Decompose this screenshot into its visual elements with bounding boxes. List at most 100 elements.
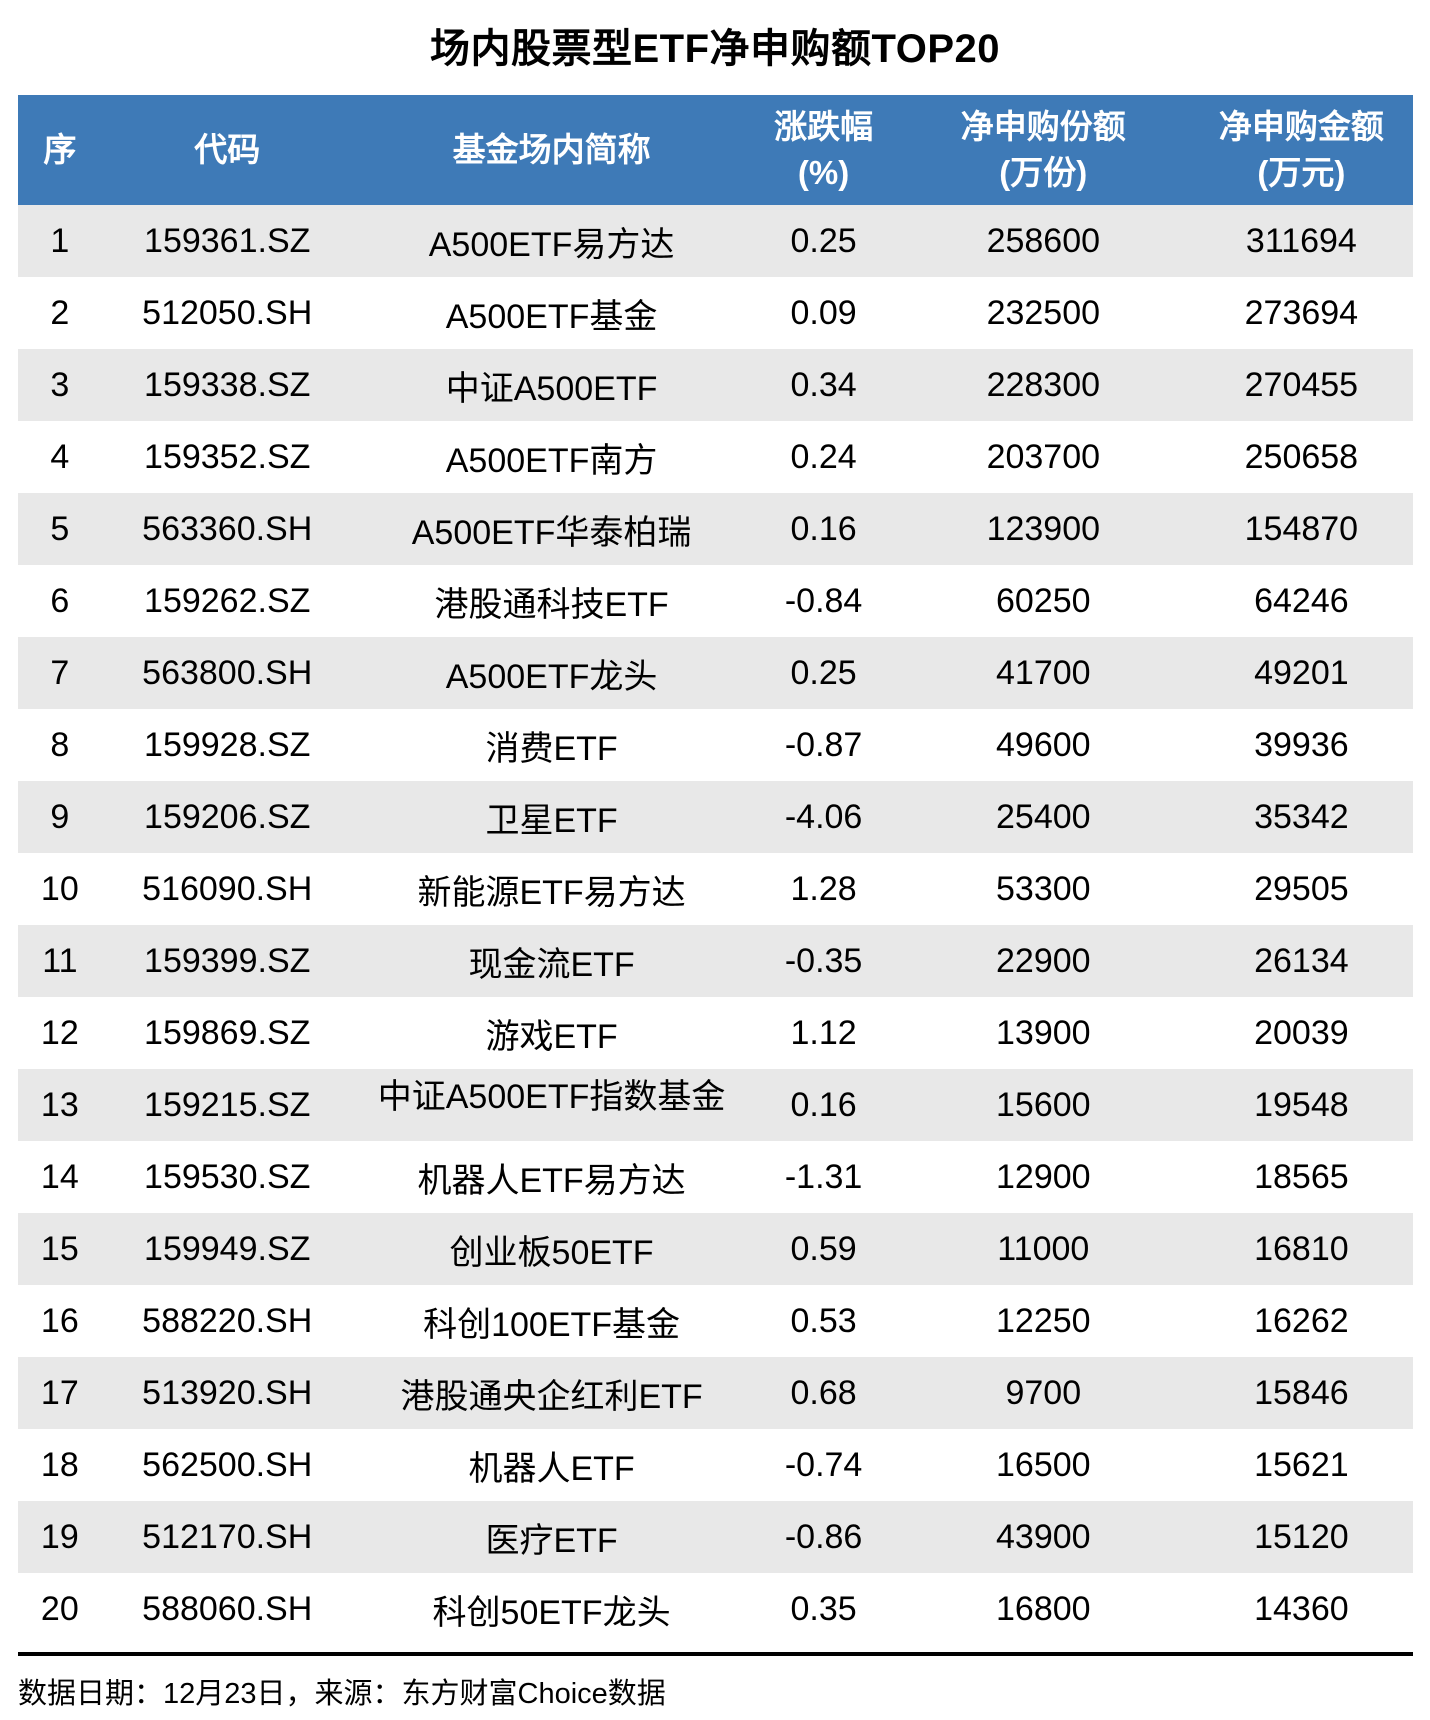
table-row: 7 563800.SH A500ETF龙头 0.25 41700 49201: [18, 637, 1413, 709]
net-subscription-amount-cell: 15621: [1189, 1429, 1413, 1501]
change-percent-cell: -1.31: [750, 1141, 897, 1213]
code-cell: 159928.SZ: [101, 709, 353, 781]
column-header: 涨跌幅 (%): [750, 95, 897, 205]
net-subscription-amount-cell: 16262: [1189, 1285, 1413, 1357]
code-cell: 159361.SZ: [101, 205, 353, 277]
net-subscription-amount-cell: 270455: [1189, 349, 1413, 421]
footer-divider-line: [18, 1652, 1413, 1656]
net-subscription-shares-cell: 228300: [896, 349, 1190, 421]
rank-cell: 14: [18, 1141, 102, 1213]
table-row: 17 513920.SH 港股通央企红利ETF 0.68 9700 15846: [18, 1357, 1413, 1429]
table-row: 9 159206.SZ 卫星ETF -4.06 25400 35342: [18, 781, 1413, 853]
code-cell: 159949.SZ: [101, 1213, 353, 1285]
net-subscription-amount-cell: 16810: [1189, 1213, 1413, 1285]
fund-name-cell: 科创50ETF龙头: [352, 1573, 751, 1645]
net-subscription-shares-cell: 15600: [896, 1069, 1190, 1141]
change-percent-cell: -0.35: [750, 925, 897, 997]
rank-cell: 19: [18, 1501, 102, 1573]
net-subscription-amount-cell: 64246: [1189, 565, 1413, 637]
fund-name-cell: 机器人ETF: [352, 1429, 751, 1501]
rank-cell: 1: [18, 205, 102, 277]
column-header: 净申购份额 (万份): [896, 95, 1190, 205]
net-subscription-amount-cell: 15120: [1189, 1501, 1413, 1573]
net-subscription-shares-cell: 258600: [896, 205, 1190, 277]
fund-name-cell: A500ETF基金: [352, 277, 751, 349]
change-percent-cell: 1.28: [750, 853, 897, 925]
code-cell: 159215.SZ: [101, 1069, 353, 1141]
code-cell: 159530.SZ: [101, 1141, 353, 1213]
rank-cell: 12: [18, 997, 102, 1069]
table-row: 14 159530.SZ 机器人ETF易方达 -1.31 12900 18565: [18, 1141, 1413, 1213]
change-percent-cell: 0.25: [750, 637, 897, 709]
change-percent-cell: 0.53: [750, 1285, 897, 1357]
column-header: 净申购金额 (万元): [1189, 95, 1413, 205]
net-subscription-shares-cell: 12250: [896, 1285, 1190, 1357]
net-subscription-shares-cell: 12900: [896, 1141, 1190, 1213]
code-cell: 159262.SZ: [101, 565, 353, 637]
page-title: 场内股票型ETF净申购额TOP20: [429, 27, 1001, 71]
fund-name-cell: 科创100ETF基金: [352, 1285, 751, 1357]
change-percent-cell: 0.24: [750, 421, 897, 493]
rank-cell: 7: [18, 637, 102, 709]
net-subscription-shares-cell: 41700: [896, 637, 1190, 709]
table-row: 16 588220.SH 科创100ETF基金 0.53 12250 16262: [18, 1285, 1413, 1357]
net-subscription-amount-cell: 26134: [1189, 925, 1413, 997]
column-header: 代码: [101, 95, 353, 205]
net-subscription-shares-cell: 11000: [896, 1213, 1190, 1285]
net-subscription-shares-cell: 16500: [896, 1429, 1190, 1501]
net-subscription-shares-cell: 203700: [896, 421, 1190, 493]
change-percent-cell: -0.86: [750, 1501, 897, 1573]
table-row: 19 512170.SH 医疗ETF -0.86 43900 15120: [18, 1501, 1413, 1573]
change-percent-cell: 0.34: [750, 349, 897, 421]
rank-cell: 9: [18, 781, 102, 853]
rank-cell: 6: [18, 565, 102, 637]
fund-name-cell: 机器人ETF易方达: [352, 1141, 751, 1213]
fund-name-cell: 创业板50ETF: [352, 1213, 751, 1285]
table-row: 1 159361.SZ A500ETF易方达 0.25 258600 31169…: [18, 205, 1413, 277]
net-subscription-shares-cell: 9700: [896, 1357, 1190, 1429]
change-percent-cell: -4.06: [750, 781, 897, 853]
net-subscription-amount-cell: 154870: [1189, 493, 1413, 565]
net-subscription-shares-cell: 16800: [896, 1573, 1190, 1645]
rank-cell: 3: [18, 349, 102, 421]
net-subscription-shares-cell: 60250: [896, 565, 1190, 637]
net-subscription-amount-cell: 18565: [1189, 1141, 1413, 1213]
net-subscription-shares-cell: 123900: [896, 493, 1190, 565]
etf-top20-table: 序 代码 基金场内简称 涨跌幅 (%) 净申购份额 (万份) 净申购金额 (万元…: [18, 95, 1413, 1645]
code-cell: 588220.SH: [101, 1285, 353, 1357]
fund-name-cell: 新能源ETF易方达: [352, 853, 751, 925]
column-header: 序: [18, 95, 102, 205]
net-subscription-amount-cell: 250658: [1189, 421, 1413, 493]
table-row: 20 588060.SH 科创50ETF龙头 0.35 16800 14360: [18, 1573, 1413, 1645]
change-percent-cell: -0.74: [750, 1429, 897, 1501]
change-percent-cell: 0.16: [750, 1069, 897, 1141]
change-percent-cell: 0.59: [750, 1213, 897, 1285]
fund-name-cell: A500ETF易方达: [352, 205, 751, 277]
net-subscription-shares-cell: 13900: [896, 997, 1190, 1069]
code-cell: 562500.SH: [101, 1429, 353, 1501]
change-percent-cell: 0.68: [750, 1357, 897, 1429]
table-row: 10 516090.SH 新能源ETF易方达 1.28 53300 29505: [18, 853, 1413, 925]
fund-name-cell: 港股通央企红利ETF: [352, 1357, 751, 1429]
fund-name-cell: 卫星ETF: [352, 781, 751, 853]
rank-cell: 8: [18, 709, 102, 781]
table-header-row: 序 代码 基金场内简称 涨跌幅 (%) 净申购份额 (万份) 净申购金额 (万元…: [18, 95, 1413, 205]
table-row: 8 159928.SZ 消费ETF -0.87 49600 39936: [18, 709, 1413, 781]
code-cell: 588060.SH: [101, 1573, 353, 1645]
net-subscription-amount-cell: 19548: [1189, 1069, 1413, 1141]
table-row: 15 159949.SZ 创业板50ETF 0.59 11000 16810: [18, 1213, 1413, 1285]
net-subscription-amount-cell: 14360: [1189, 1573, 1413, 1645]
fund-name-cell: A500ETF南方: [352, 421, 751, 493]
column-header: 基金场内简称: [352, 95, 751, 205]
net-subscription-shares-cell: 232500: [896, 277, 1190, 349]
rank-cell: 17: [18, 1357, 102, 1429]
fund-name-cell: A500ETF华泰柏瑞: [352, 493, 751, 565]
rank-cell: 10: [18, 853, 102, 925]
net-subscription-shares-cell: 22900: [896, 925, 1190, 997]
rank-cell: 18: [18, 1429, 102, 1501]
code-cell: 513920.SH: [101, 1357, 353, 1429]
net-subscription-amount-cell: 29505: [1189, 853, 1413, 925]
net-subscription-amount-cell: 20039: [1189, 997, 1413, 1069]
table-row: 5 563360.SH A500ETF华泰柏瑞 0.16 123900 1548…: [18, 493, 1413, 565]
code-cell: 516090.SH: [101, 853, 353, 925]
